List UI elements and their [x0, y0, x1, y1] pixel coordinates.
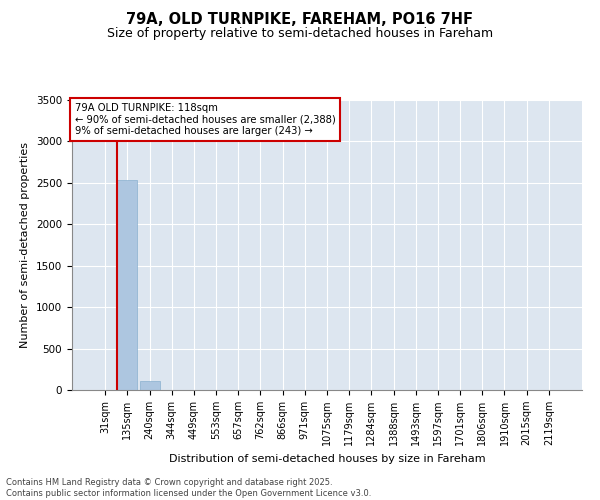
Text: 79A OLD TURNPIKE: 118sqm
← 90% of semi-detached houses are smaller (2,388)
9% of: 79A OLD TURNPIKE: 118sqm ← 90% of semi-d… [74, 103, 335, 136]
Bar [118, 180, 137, 390]
Text: Size of property relative to semi-detached houses in Fareham: Size of property relative to semi-detach… [107, 28, 493, 40]
Bar [140, 381, 160, 390]
Text: Contains HM Land Registry data © Crown copyright and database right 2025.
Contai: Contains HM Land Registry data © Crown c… [6, 478, 371, 498]
Text: 79A, OLD TURNPIKE, FAREHAM, PO16 7HF: 79A, OLD TURNPIKE, FAREHAM, PO16 7HF [127, 12, 473, 28]
X-axis label: Distribution of semi-detached houses by size in Fareham: Distribution of semi-detached houses by … [169, 454, 485, 464]
Y-axis label: Number of semi-detached properties: Number of semi-detached properties [20, 142, 31, 348]
